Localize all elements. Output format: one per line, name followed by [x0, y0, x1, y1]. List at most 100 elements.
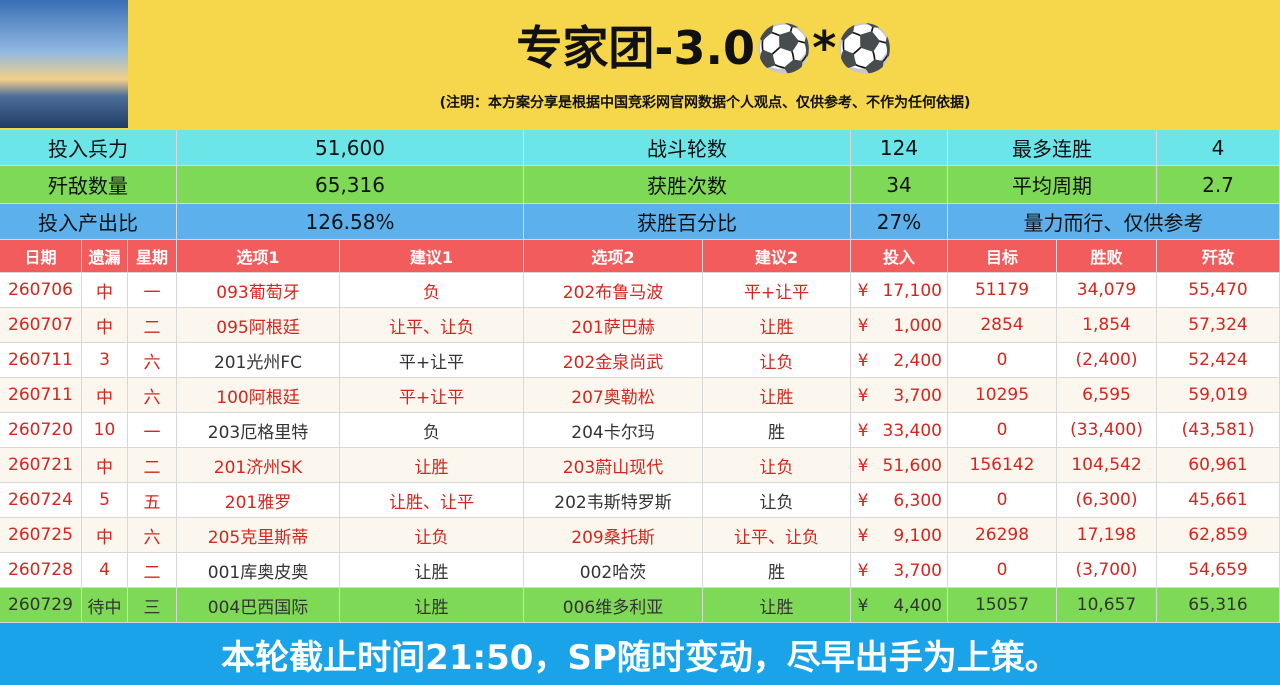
- table-cell: (6,300): [1057, 483, 1157, 518]
- table-cell: 一: [128, 413, 177, 448]
- summary-cell: 4: [1157, 130, 1280, 166]
- currency: ¥: [857, 350, 869, 371]
- table-cell: 095阿根廷: [177, 308, 340, 343]
- table-cell: 52,424: [1157, 343, 1280, 378]
- table-cell: 201萨巴赫: [524, 308, 703, 343]
- table-cell: 205克里斯蒂: [177, 518, 340, 553]
- summary-cell: 投入兵力: [0, 130, 177, 166]
- column-header: 日期: [0, 240, 82, 273]
- note: (注明：本方案分享是根据中国竞彩网官网数据个人观点、仅供参考、不作为任何依据): [439, 95, 971, 111]
- table-cell: 让胜: [340, 448, 524, 483]
- table-cell: 202韦斯特罗斯: [524, 483, 703, 518]
- table-cell: 260725: [0, 518, 82, 553]
- table-cell: 六: [128, 378, 177, 413]
- table-cell: 待中: [82, 588, 128, 623]
- cell-bg: [851, 448, 948, 483]
- currency: ¥: [857, 280, 869, 301]
- table-cell: (43,581): [1157, 413, 1280, 448]
- table-cell: 平+让平: [340, 343, 524, 378]
- table-cell: 让负: [703, 448, 851, 483]
- table-cell: 五: [128, 483, 177, 518]
- table-cell: 2854: [948, 308, 1057, 343]
- table-cell: 201济州SK: [177, 448, 340, 483]
- table-cell: 让胜: [703, 588, 851, 623]
- table-cell: 202金泉尚武: [524, 343, 703, 378]
- table-cell: (2,400): [1057, 343, 1157, 378]
- table-cell: 胜: [703, 553, 851, 588]
- table-cell: 4: [82, 553, 128, 588]
- header: 专家团-3.0⚽*⚽ (注明：本方案分享是根据中国竞彩网官网数据个人观点、仅供参…: [0, 0, 1280, 130]
- table-cell: 260707: [0, 308, 82, 343]
- amount: 3,700: [893, 385, 942, 406]
- table-cell: 51179: [948, 273, 1057, 308]
- table-cell: 260706: [0, 273, 82, 308]
- table-cell: 六: [128, 343, 177, 378]
- summary-cell: 歼敌数量: [0, 166, 177, 204]
- amount: 17,100: [882, 280, 942, 301]
- cell-bg: [851, 483, 948, 518]
- table-cell: 5: [82, 483, 128, 518]
- table-cell: 0: [948, 413, 1057, 448]
- table-cell: 3: [82, 343, 128, 378]
- cell-bg: [851, 343, 948, 378]
- table-cell: 204卡尔玛: [524, 413, 703, 448]
- table-cell: 001库奥皮奥: [177, 553, 340, 588]
- table-cell: 0: [948, 483, 1057, 518]
- table-cell: 15057: [948, 588, 1057, 623]
- table-cell: 209桑托斯: [524, 518, 703, 553]
- table-cell: 中: [82, 273, 128, 308]
- table-cell: 负: [340, 413, 524, 448]
- table-cell: 260720: [0, 413, 82, 448]
- table-cell: 二: [128, 448, 177, 483]
- table-cell: 55,470: [1157, 273, 1280, 308]
- column-header: 歼敌: [1157, 240, 1280, 273]
- table-cell: 65,316: [1157, 588, 1280, 623]
- table-cell: 1,854: [1057, 308, 1157, 343]
- table-cell: 203蔚山现代: [524, 448, 703, 483]
- table-cell: 202布鲁马波: [524, 273, 703, 308]
- column-header: 建议1: [340, 240, 524, 273]
- table-cell: 10,657: [1057, 588, 1157, 623]
- table-cell: 6,595: [1057, 378, 1157, 413]
- table-cell: 207奥勒松: [524, 378, 703, 413]
- table-cell: 260728: [0, 553, 82, 588]
- summary-cell: 投入产出比: [0, 204, 177, 240]
- column-header: 选项2: [524, 240, 703, 273]
- table-cell: 六: [128, 518, 177, 553]
- cell-bg: [851, 553, 948, 588]
- amount: 33,400: [882, 420, 942, 441]
- summary-cell: 27%: [851, 204, 948, 240]
- currency: ¥: [857, 525, 869, 546]
- table-cell: 让胜: [340, 588, 524, 623]
- table-cell: 54,659: [1157, 553, 1280, 588]
- table-cell: 一: [128, 273, 177, 308]
- table-cell: 平+让平: [703, 273, 851, 308]
- table-cell: 201雅罗: [177, 483, 340, 518]
- column-header: 胜败: [1057, 240, 1157, 273]
- summary-cell: 平均周期: [948, 166, 1157, 204]
- table-cell: 156142: [948, 448, 1057, 483]
- table-cell: 三: [128, 588, 177, 623]
- currency: ¥: [857, 420, 869, 441]
- summary-cell: 获胜百分比: [524, 204, 851, 240]
- summary-cell: 124: [851, 130, 948, 166]
- column-header: 目标: [948, 240, 1057, 273]
- amount: 9,100: [893, 525, 942, 546]
- table-cell: 62,859: [1157, 518, 1280, 553]
- column-header: 投入: [851, 240, 948, 273]
- column-header: 遗漏: [82, 240, 128, 273]
- column-header: 星期: [128, 240, 177, 273]
- column-header: 选项1: [177, 240, 340, 273]
- table-cell: 让负: [703, 483, 851, 518]
- table-cell: 让胜、让平: [340, 483, 524, 518]
- table-cell: 中: [82, 308, 128, 343]
- title: 专家团-3.0⚽*⚽: [516, 21, 894, 75]
- currency: ¥: [857, 560, 869, 581]
- summary-cell: 2.7: [1157, 166, 1280, 204]
- table-cell: 让平、让负: [340, 308, 524, 343]
- table-cell: 中: [82, 378, 128, 413]
- table-cell: (33,400): [1057, 413, 1157, 448]
- summary-cell: 65,316: [177, 166, 524, 204]
- table-cell: 让胜: [703, 378, 851, 413]
